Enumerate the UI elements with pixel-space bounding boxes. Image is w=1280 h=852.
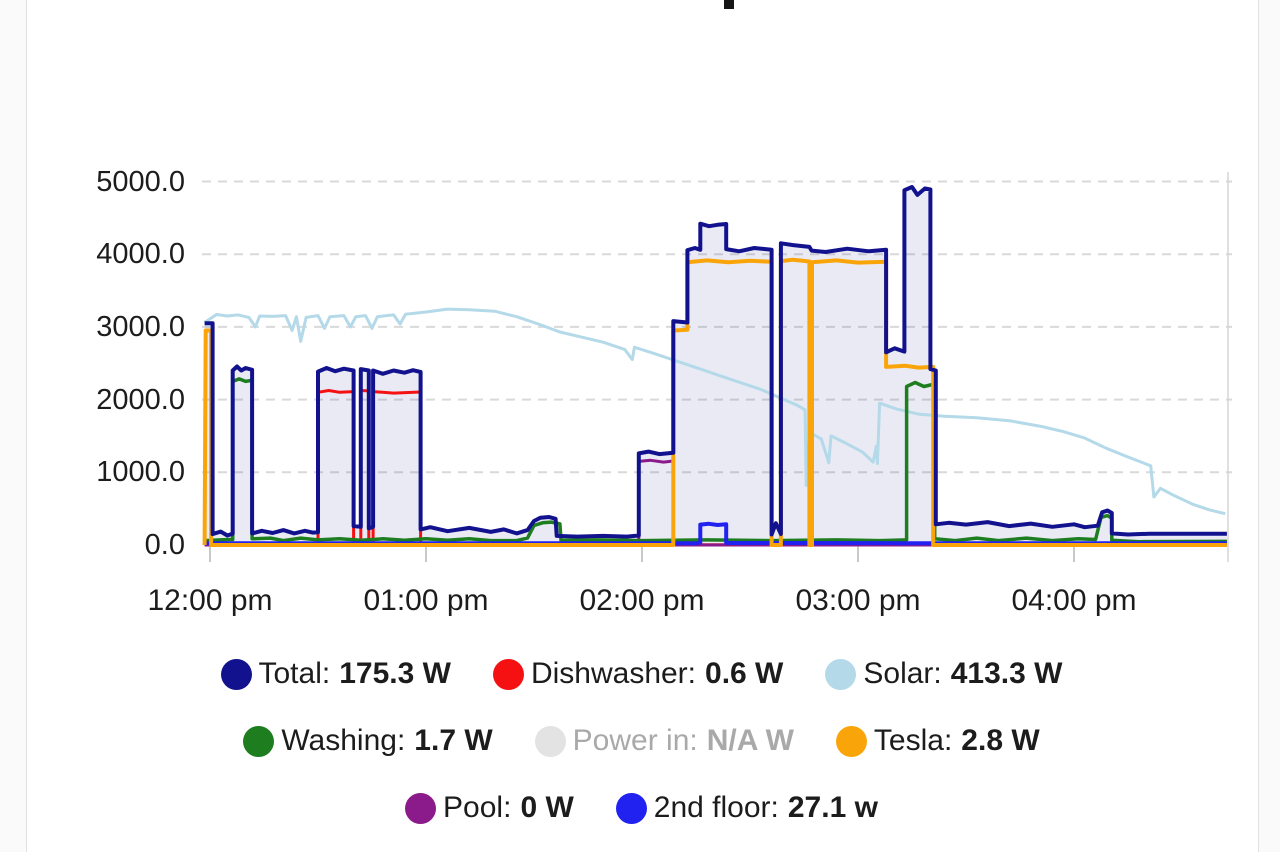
legend-dot-2nd-floor (615, 792, 647, 824)
x-axis-label: 02:00 pm (579, 584, 705, 617)
legend-item-washing[interactable]: Washing: 1.7 W (243, 724, 493, 758)
legend-label: Pool: (443, 791, 512, 824)
y-axis-label: 2000.0 (96, 383, 185, 416)
legend-value: 0 W (520, 791, 574, 824)
series-area-total (204, 187, 1227, 545)
y-axis-label: 0.0 (144, 529, 185, 561)
legend-value: 413.3 W (950, 657, 1063, 690)
legend-dot-pool (405, 792, 437, 824)
series-line-washing (204, 377, 1227, 544)
legend-value: 1.7 W (414, 724, 493, 757)
legend-dot-tesla (835, 725, 867, 757)
legend-item-power-in[interactable]: Power in: N/A W (534, 724, 794, 758)
legend-item-dishwasher[interactable]: Dishwasher: 0.6 W (492, 657, 784, 691)
y-axis-label: 4000.0 (96, 238, 185, 271)
legend-item-tesla[interactable]: Tesla: 2.8 W (835, 724, 1040, 758)
legend-value: 27.1 w (787, 791, 878, 824)
legend: Total: 175.3 W Dishwasher: 0.6 W Solar: 413.3… (26, 650, 1257, 851)
legend-item-solar[interactable]: Solar: 413.3 W (825, 657, 1062, 691)
legend-dot-power-in (534, 725, 566, 757)
legend-label: Total: (258, 657, 331, 690)
series-line-solar (203, 307, 1226, 516)
legend-value: 2.8 W (961, 724, 1040, 757)
y-axis-label: 3000.0 (96, 310, 185, 343)
legend-label: Dishwasher: (530, 657, 697, 690)
legend-label: Tesla: (873, 724, 953, 757)
legend-label: Power in: (572, 724, 698, 757)
y-axis-label: 5000.0 (96, 165, 185, 198)
legend-label: 2nd floor: (653, 791, 779, 824)
legend-item-total[interactable]: Total: 175.3 W (220, 657, 451, 691)
legend-row-3: Pool: 0 W 2nd floor: 27.1 w (26, 784, 1257, 832)
legend-row-2: Washing: 1.7 W Power in: N/A W Tesla: 2.8 W (26, 717, 1257, 765)
legend-item-pool[interactable]: Pool: 0 W (405, 791, 574, 825)
x-axis-label: 01:00 pm (363, 584, 489, 617)
series-line-total (204, 185, 1227, 539)
legend-value: N/A W (706, 724, 794, 757)
legend-item-2nd-floor[interactable]: 2nd floor: 27.1 w (615, 791, 878, 825)
legend-dot-total (220, 658, 252, 690)
legend-row-1: Total: 175.3 W Dishwasher: 0.6 W Solar: 413.3… (26, 650, 1257, 698)
legend-dot-solar (825, 658, 857, 690)
x-axis-label: 04:00 pm (1011, 584, 1137, 617)
legend-label: Solar: (863, 657, 942, 690)
x-axis-label: 12:00 pm (147, 584, 273, 617)
cropped-title-descender (724, 0, 734, 9)
x-axis-label: 03:00 pm (795, 584, 921, 617)
legend-value: 0.6 W (705, 657, 784, 690)
legend-label: Washing: (281, 724, 406, 757)
legend-dot-washing (243, 725, 275, 757)
legend-dot-dishwasher (492, 658, 524, 690)
y-axis-label: 1000.0 (96, 456, 185, 489)
legend-value: 175.3 W (339, 657, 451, 690)
